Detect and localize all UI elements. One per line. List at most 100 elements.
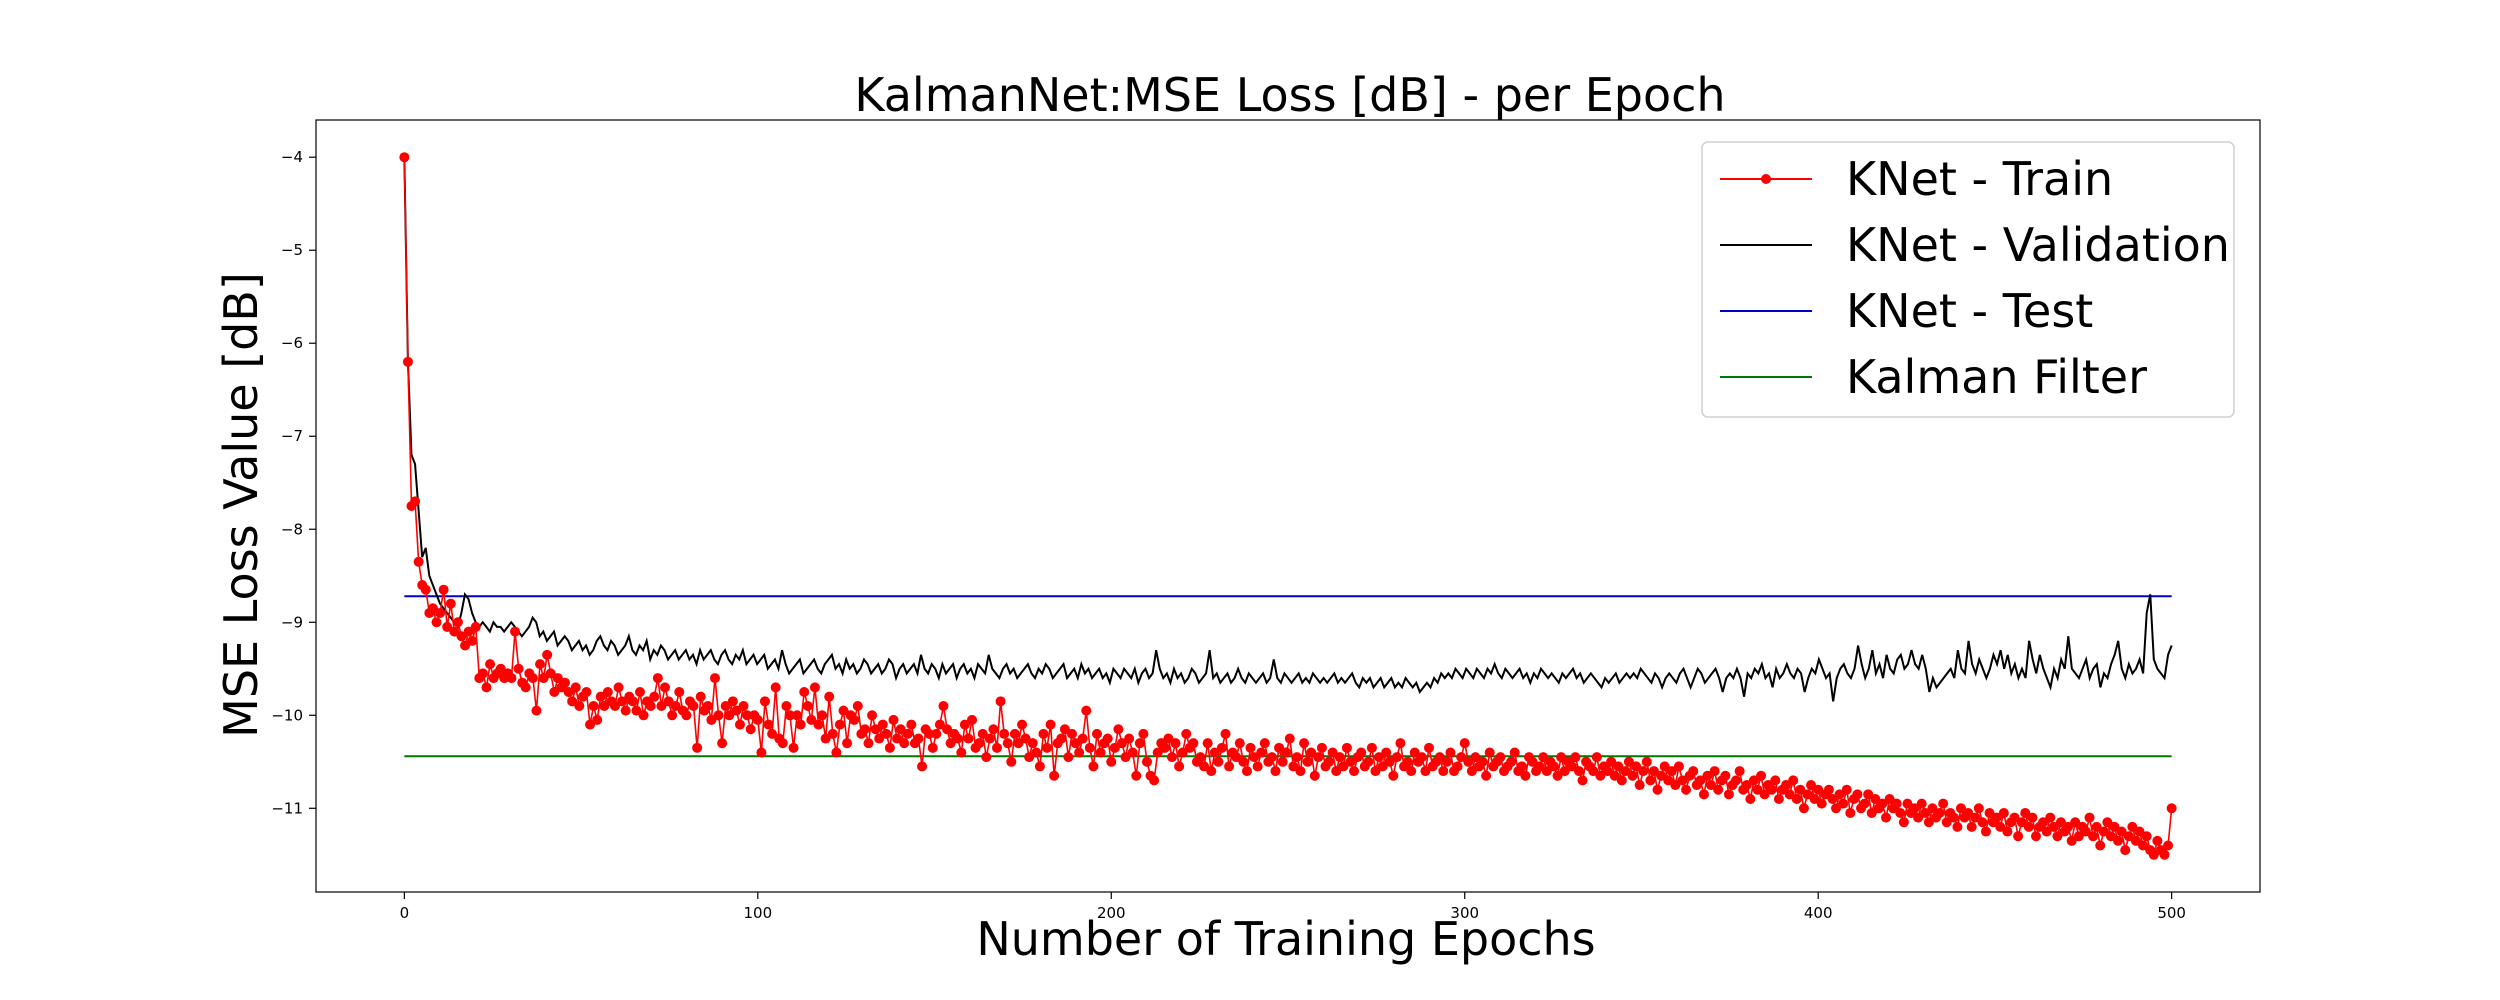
data-point-knet-train [2073,831,2084,842]
data-point-knet-train [1977,817,1988,828]
legend-label-knet-validation: KNet - Validation [1846,218,2230,272]
data-point-knet-train [1831,803,1842,814]
data-point-knet-train [2063,821,2074,832]
data-point-knet-train [1859,798,1870,809]
data-point-knet-train [574,700,585,711]
data-point-knet-train [727,696,738,707]
data-point-knet-train [1234,738,1245,749]
data-point-knet-train [1784,789,1795,800]
data-point-knet-train [1177,747,1188,758]
data-point-knet-train [1220,728,1231,739]
data-point-knet-train [1170,738,1181,749]
data-point-knet-train [1059,724,1070,735]
data-point-knet-train [410,496,421,507]
data-point-knet-train [763,719,774,730]
data-point-knet-train [2030,831,2041,842]
data-point-knet-train [470,621,481,632]
data-point-knet-train [1309,770,1320,781]
data-point-knet-train [713,710,724,721]
data-point-knet-train [849,714,860,725]
data-point-knet-train [734,719,745,730]
data-point-knet-train [1634,780,1645,791]
data-point-knet-train [1648,766,1659,777]
data-point-knet-train [2020,807,2031,818]
data-point-knet-train [1766,784,1777,795]
data-point-knet-train [934,719,945,730]
data-point-knet-train [1638,766,1649,777]
data-point-knet-train [1056,733,1067,744]
data-point-knet-train [2027,812,2038,823]
data-point-knet-train [438,584,449,595]
data-point-knet-train [1077,733,1088,744]
data-point-knet-train [984,733,995,744]
data-point-knet-train [627,696,638,707]
data-point-knet-train [1034,761,1045,772]
data-point-knet-train [1388,770,1399,781]
data-point-knet-train [788,742,799,753]
data-point-knet-train [427,603,438,614]
data-point-knet-train [1702,770,1713,781]
data-point-knet-train [1106,756,1117,767]
chart-title: KalmanNet:MSE Loss [dB] - per Epoch [854,68,1725,122]
data-point-knet-train [402,356,413,367]
data-point-knet-train [435,607,446,618]
data-point-knet-train [2163,840,2174,851]
data-point-knet-train [1620,766,1631,777]
data-point-knet-train [1341,742,1352,753]
data-point-knet-train [1302,756,1313,767]
data-point-knet-train [1641,756,1652,767]
data-point-knet-train [656,700,667,711]
plot-area-frame [315,119,2261,893]
data-point-knet-train [1084,742,1095,753]
data-point-knet-train [1306,747,1317,758]
data-point-knet-train [1741,780,1752,791]
data-point-knet-train [1374,752,1385,763]
data-point-knet-train [667,710,678,721]
data-point-knet-train [2159,849,2170,860]
data-point-knet-train [2041,826,2052,837]
data-point-knet-train [1920,807,1931,818]
data-point-knet-train [520,682,531,693]
data-point-knet-train [1224,761,1235,772]
data-point-knet-train [874,733,885,744]
data-point-knet-train [1891,798,1902,809]
data-point-knet-train [827,728,838,739]
legend-label-kalman-filter: Kalman Filter [1846,350,2147,404]
data-point-knet-train [674,687,685,698]
data-point-knet-train [1067,728,1077,739]
data-point-knet-train [795,719,806,730]
data-point-knet-train [485,659,496,670]
data-point-knet-train [784,710,795,721]
data-point-knet-train [977,728,988,739]
data-point-knet-train [852,700,863,711]
data-point-knet-train [563,687,574,698]
data-point-knet-train [1566,761,1577,772]
data-point-knet-train [938,700,949,711]
data-point-knet-train [884,742,895,753]
data-point-knet-train [1420,766,1431,777]
data-point-knet-train [1963,807,1974,818]
data-point-knet-train [1606,756,1617,767]
data-point-knet-train [1281,747,1292,758]
data-point-knet-train [806,714,817,725]
data-point-knet-train [1484,747,1495,758]
legend-marker-knet-train [1761,174,1771,184]
data-point-knet-train [1709,766,1720,777]
data-point-knet-train [695,691,706,702]
data-point-knet-train [1998,807,2009,818]
y-axis-ticks: −4 −5 −6 −7 −8 −9 −10 −11 [271,148,316,817]
data-point-knet-train [999,728,1010,739]
data-point-knet-train [817,710,828,721]
data-point-knet-train [635,687,645,698]
data-point-knet-train [420,584,431,595]
x-tick-label: 100 [743,904,772,922]
data-point-knet-train [1534,761,1545,772]
data-point-knet-train [1174,761,1185,772]
data-point-knet-train [1138,728,1149,739]
data-point-knet-train [631,705,642,716]
data-point-knet-train [756,747,767,758]
data-point-knet-train [1013,738,1024,749]
data-point-knet-train [1688,766,1699,777]
data-point-knet-train [1127,747,1138,758]
data-point-knet-train [2113,835,2124,846]
